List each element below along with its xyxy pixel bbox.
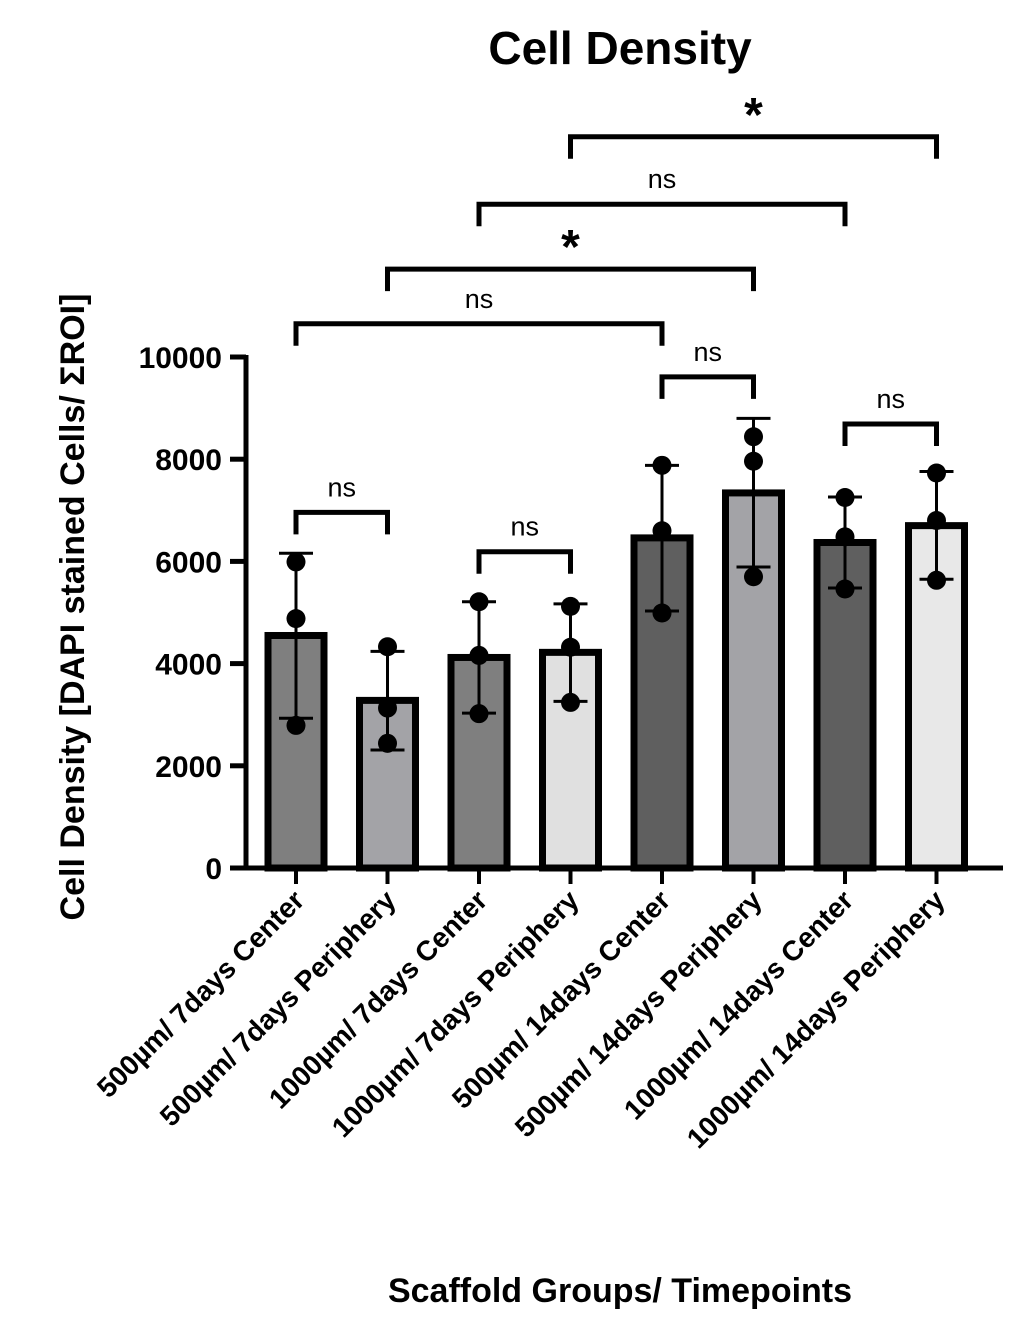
significance-label: ns xyxy=(510,512,539,542)
y-tick-label: 4000 xyxy=(155,649,222,682)
data-point xyxy=(835,488,855,508)
data-point xyxy=(286,715,306,735)
y-tick-label: 2000 xyxy=(155,751,222,784)
data-point xyxy=(286,609,306,629)
significance-label: * xyxy=(561,221,580,274)
significance-bracket xyxy=(385,266,756,292)
chart-title: Cell Density xyxy=(488,22,752,74)
data-point xyxy=(561,637,580,657)
bar xyxy=(905,522,968,872)
data-point xyxy=(469,704,489,724)
data-point xyxy=(652,455,672,475)
data-point xyxy=(927,570,946,590)
data-point xyxy=(561,596,580,616)
significance-label: ns xyxy=(876,384,905,414)
significance-bracket xyxy=(568,134,939,159)
data-point xyxy=(835,579,855,599)
y-tick-label: 0 xyxy=(205,853,222,886)
data-point xyxy=(927,511,946,531)
significance-label: ns xyxy=(648,164,677,194)
y-tick-label: 10000 xyxy=(139,342,222,375)
significance-bracket xyxy=(293,509,390,535)
significance-label: ns xyxy=(693,337,722,367)
data-point xyxy=(744,567,763,587)
data-point xyxy=(652,603,672,623)
significance-bracket xyxy=(659,374,756,399)
y-tick-label: 6000 xyxy=(155,546,222,579)
data-point xyxy=(652,521,672,541)
significance-bracket xyxy=(476,201,848,227)
data-point xyxy=(744,451,763,471)
significance-bracket xyxy=(293,321,665,346)
data-point xyxy=(378,733,397,753)
data-point xyxy=(744,427,763,447)
data-point xyxy=(561,692,580,712)
data-point xyxy=(927,463,946,483)
significance-label: * xyxy=(744,89,763,142)
y-tick-label: 8000 xyxy=(155,444,222,477)
data-point xyxy=(469,592,489,612)
data-point xyxy=(469,645,489,665)
x-axis-title: Scaffold Groups/ Timepoints xyxy=(388,1272,852,1310)
data-point xyxy=(378,698,397,718)
significance-bracket xyxy=(842,421,939,446)
data-point xyxy=(378,637,397,657)
data-point xyxy=(286,552,306,572)
significance-label: ns xyxy=(465,284,494,314)
data-point xyxy=(835,527,855,547)
significance-label: ns xyxy=(327,472,356,502)
significance-bracket xyxy=(476,549,573,574)
y-axis-title: Cell Density [DAPI stained Cells/ ΣROI] xyxy=(54,294,92,921)
